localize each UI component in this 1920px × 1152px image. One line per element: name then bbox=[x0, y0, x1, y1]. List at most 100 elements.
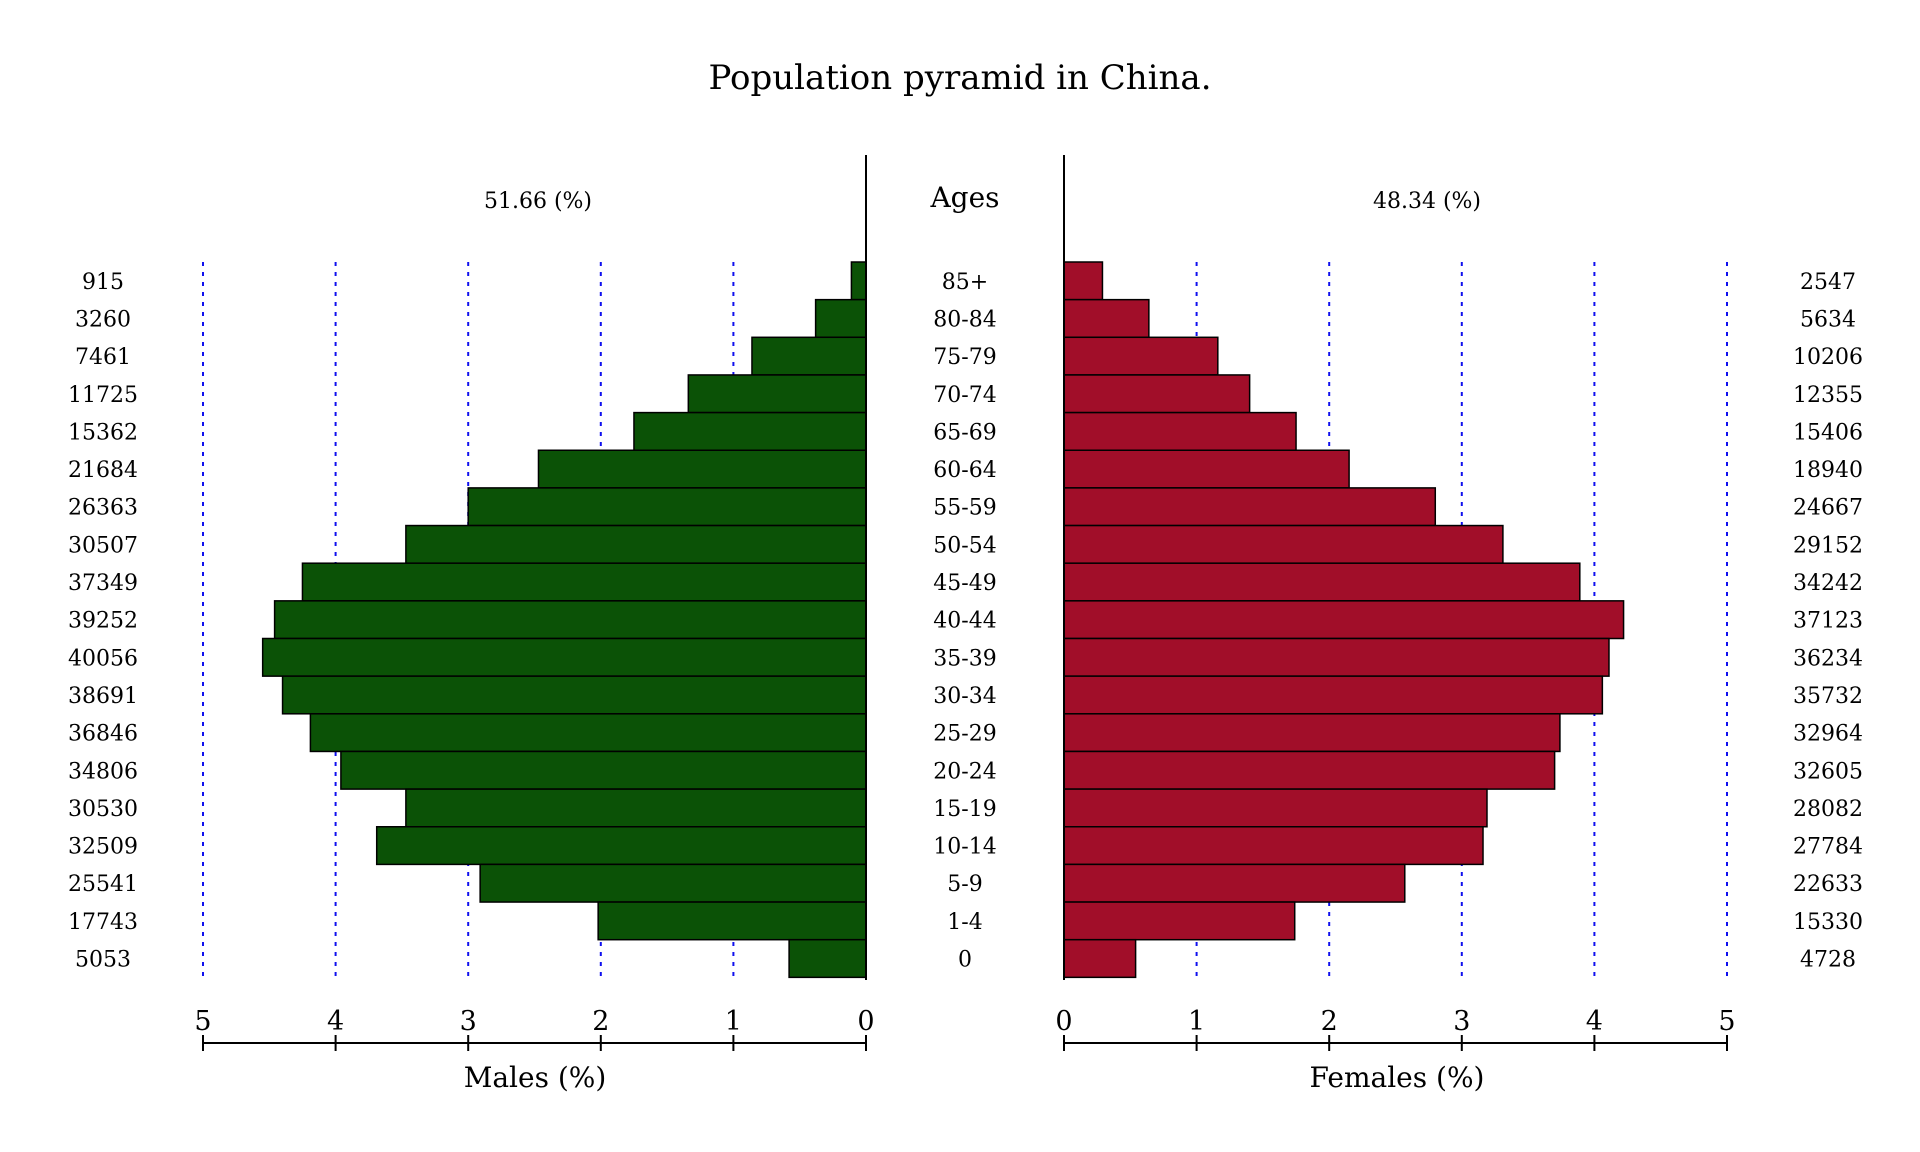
female-bar bbox=[1063, 826, 1484, 866]
age-label: 10-14 bbox=[933, 835, 996, 860]
male-share-label: 51.66 (%) bbox=[484, 189, 592, 214]
age-label: 50-54 bbox=[933, 533, 996, 558]
age-label: 15-19 bbox=[933, 797, 996, 822]
age-label: 45-49 bbox=[933, 571, 996, 596]
female-tick-label: 1 bbox=[1188, 1006, 1205, 1037]
male-bar bbox=[687, 374, 867, 414]
male-tick-label: 5 bbox=[194, 1006, 211, 1037]
chart-title: Population pyramid in China. bbox=[708, 58, 1211, 98]
male-tick-label: 0 bbox=[857, 1006, 874, 1037]
female-tick-label: 0 bbox=[1055, 1006, 1072, 1037]
age-label: 0 bbox=[958, 948, 972, 973]
female-bars bbox=[1063, 261, 1625, 979]
female-count-labels: 2547 5634 10206 12355 15406 18940 24667 29152 34… bbox=[1793, 270, 1863, 973]
female-bar bbox=[1063, 901, 1296, 941]
male-bar bbox=[467, 487, 867, 527]
female-bar bbox=[1063, 750, 1556, 790]
male-bars bbox=[261, 261, 867, 979]
age-label: 55-59 bbox=[933, 496, 996, 521]
male-count-label: 30507 bbox=[68, 533, 138, 558]
female-bar bbox=[1063, 675, 1604, 715]
female-count-label: 18940 bbox=[1793, 458, 1863, 483]
age-label: 70-74 bbox=[933, 383, 996, 408]
male-bar bbox=[850, 261, 867, 301]
male-bar bbox=[301, 562, 867, 602]
male-tick-label: 4 bbox=[327, 1006, 344, 1037]
male-bar bbox=[261, 637, 867, 677]
male-x-axis: 0 1 2 3 4 5 bbox=[194, 1006, 875, 1051]
ages-header: Ages bbox=[929, 181, 999, 214]
female-count-label: 35732 bbox=[1793, 684, 1863, 709]
male-count-label: 36846 bbox=[68, 722, 138, 747]
male-count-label: 915 bbox=[82, 270, 124, 295]
female-count-label: 24667 bbox=[1793, 496, 1863, 521]
age-label: 80-84 bbox=[933, 307, 996, 332]
male-count-label: 15362 bbox=[68, 420, 138, 445]
female-x-axis: 0 1 2 3 4 5 bbox=[1055, 1006, 1736, 1051]
female-bar bbox=[1063, 938, 1137, 979]
male-count-label: 39252 bbox=[68, 609, 138, 634]
male-count-label: 21684 bbox=[68, 458, 138, 483]
age-label: 20-24 bbox=[933, 759, 996, 784]
female-bar bbox=[1063, 336, 1219, 376]
female-tick-label: 3 bbox=[1453, 1006, 1470, 1037]
female-count-label: 32605 bbox=[1793, 759, 1863, 784]
age-label: 1-4 bbox=[947, 910, 982, 935]
female-count-label: 36234 bbox=[1793, 646, 1863, 671]
female-count-label: 12355 bbox=[1793, 383, 1863, 408]
female-tick-label: 2 bbox=[1321, 1006, 1338, 1037]
female-bar bbox=[1063, 261, 1104, 301]
age-label: 30-34 bbox=[933, 684, 996, 709]
female-bar bbox=[1063, 637, 1610, 677]
female-bar bbox=[1063, 713, 1561, 753]
male-bar bbox=[405, 524, 867, 564]
age-label: 25-29 bbox=[933, 722, 996, 747]
age-label: 5-9 bbox=[947, 872, 982, 897]
female-count-label: 34242 bbox=[1793, 571, 1863, 596]
male-count-label: 32509 bbox=[68, 835, 138, 860]
female-count-label: 5634 bbox=[1800, 307, 1856, 332]
male-count-label: 17743 bbox=[68, 910, 138, 935]
male-bar bbox=[788, 938, 867, 979]
male-bar bbox=[633, 411, 867, 452]
female-count-label: 15330 bbox=[1793, 910, 1863, 935]
female-count-label: 37123 bbox=[1793, 609, 1863, 634]
age-label: 85+ bbox=[942, 270, 988, 295]
female-count-label: 27784 bbox=[1793, 835, 1863, 860]
male-count-label: 5053 bbox=[75, 948, 131, 973]
male-count-label: 30530 bbox=[68, 797, 138, 822]
male-bar bbox=[814, 298, 867, 339]
female-count-label: 29152 bbox=[1793, 533, 1863, 558]
male-tick-label: 2 bbox=[592, 1006, 609, 1037]
male-bar bbox=[537, 449, 867, 489]
male-bar bbox=[309, 713, 867, 753]
male-count-label: 3260 bbox=[75, 307, 131, 332]
age-labels: 85+ 80-84 75-79 70-74 65-69 60-64 55-59 50-54 45… bbox=[933, 270, 996, 973]
female-x-axis-label: Females (%) bbox=[1310, 1061, 1485, 1094]
female-count-label: 28082 bbox=[1793, 797, 1863, 822]
female-count-label: 2547 bbox=[1800, 270, 1856, 295]
male-count-label: 37349 bbox=[68, 571, 138, 596]
female-share-label: 48.34 (%) bbox=[1373, 189, 1481, 214]
male-bar bbox=[273, 600, 867, 640]
male-bar bbox=[597, 901, 867, 941]
female-bar bbox=[1063, 863, 1406, 903]
male-count-label: 40056 bbox=[68, 646, 138, 671]
female-bar bbox=[1063, 524, 1504, 564]
male-bar bbox=[340, 750, 867, 790]
male-count-label: 11725 bbox=[68, 383, 138, 408]
female-tick-label: 4 bbox=[1586, 1006, 1603, 1037]
female-bar bbox=[1063, 411, 1297, 452]
female-bar bbox=[1063, 562, 1581, 602]
age-label: 40-44 bbox=[933, 609, 996, 634]
female-bar bbox=[1063, 374, 1251, 414]
female-count-label: 22633 bbox=[1793, 872, 1863, 897]
male-count-label: 26363 bbox=[68, 496, 138, 521]
female-bar bbox=[1063, 449, 1350, 489]
female-bar bbox=[1063, 600, 1625, 640]
female-bar bbox=[1063, 788, 1488, 828]
male-count-label: 25541 bbox=[68, 872, 138, 897]
female-tick-label: 5 bbox=[1718, 1006, 1735, 1037]
female-count-label: 32964 bbox=[1793, 722, 1863, 747]
